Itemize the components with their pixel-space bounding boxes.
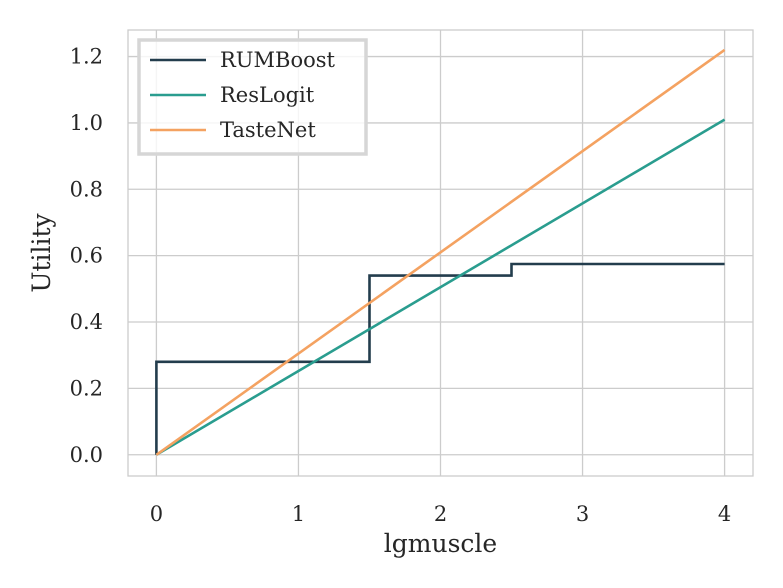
- x-axis-label: lgmuscle: [384, 529, 497, 558]
- y-tick-label: 0.8: [70, 177, 103, 201]
- y-tick-label: 0.4: [70, 310, 103, 334]
- x-tick-label: 3: [576, 502, 589, 526]
- y-tick-label: 1.2: [70, 45, 103, 69]
- x-tick-label: 4: [718, 502, 731, 526]
- y-tick-label: 0.0: [70, 443, 103, 467]
- series-line-reslogit: [155, 118, 726, 456]
- series-line-rumboost: [155, 262, 725, 455]
- series-line-tastenet: [155, 48, 726, 456]
- x-tick-label: 2: [434, 502, 447, 526]
- x-tick-labels: 0 1 2 3 4: [150, 502, 732, 526]
- y-tick-label: 1.0: [70, 111, 103, 135]
- y-tick-label: 0.6: [70, 244, 103, 268]
- legend-label: TasteNet: [220, 118, 316, 142]
- y-tick-label: 0.2: [70, 376, 103, 400]
- legend-label: ResLogit: [220, 83, 315, 107]
- y-axis-label: Utility: [27, 212, 56, 292]
- legend-label: RUMBoost: [220, 48, 336, 72]
- x-tick-label: 1: [292, 502, 305, 526]
- y-tick-labels: 0.0 0.2 0.4 0.6 0.8 1.0 1.2: [70, 45, 103, 467]
- legend: RUMBoost ResLogit TasteNet: [137, 38, 368, 156]
- x-tick-label: 0: [150, 502, 163, 526]
- plot-frame: [127, 29, 754, 477]
- series-layer: [155, 48, 726, 456]
